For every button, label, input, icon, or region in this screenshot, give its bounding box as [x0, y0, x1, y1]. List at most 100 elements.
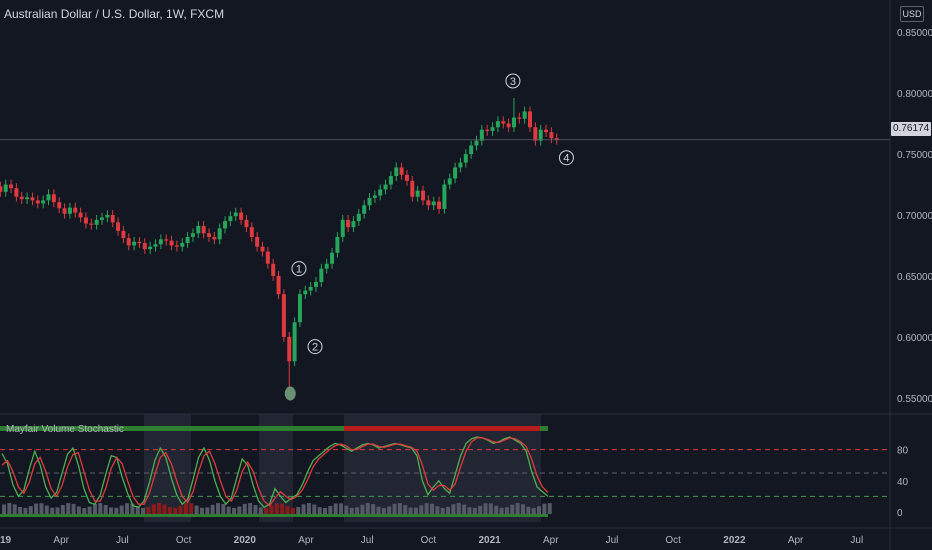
indicator-volume-bar	[23, 507, 28, 514]
indicator-volume-bar	[226, 506, 231, 514]
candle-body	[281, 294, 286, 337]
low-marker-dot	[284, 386, 296, 401]
indicator-volume-bar	[376, 506, 381, 514]
candle-body	[89, 223, 94, 225]
candle-body	[217, 228, 222, 240]
indicator-volume-bar	[510, 504, 515, 514]
indicator-volume-bar	[424, 503, 429, 514]
candle-body	[244, 219, 249, 228]
candle-body	[538, 129, 543, 141]
candle-body	[495, 121, 500, 128]
indicator-volume-bar	[2, 504, 6, 514]
candle-body	[490, 127, 495, 131]
indicator-volume-bar	[92, 503, 97, 514]
indicator-volume-bar	[242, 503, 247, 514]
candle-body	[132, 241, 137, 246]
indicator-volume-bar	[478, 505, 483, 514]
wave-marker-circle	[558, 150, 574, 166]
candle-body	[142, 243, 147, 250]
indicator-plot[interactable]	[0, 414, 890, 522]
candle-body	[196, 225, 201, 234]
indicator-volume-bar	[344, 505, 349, 514]
indicator-line	[1, 437, 549, 507]
indicator-volume-bar	[488, 503, 493, 514]
indicator-volume-bar	[462, 504, 467, 514]
candle-body	[511, 117, 516, 128]
indicator-volume-bar	[408, 507, 413, 514]
candle-body	[292, 322, 297, 362]
candle-body	[14, 188, 19, 197]
candle-body	[340, 219, 345, 237]
currency-button[interactable]: USD	[900, 6, 924, 22]
candle-body	[126, 238, 131, 246]
indicator-volume-bar	[109, 507, 113, 514]
indicator-volume-bar	[371, 504, 376, 514]
indicator-volume-bar	[274, 503, 279, 514]
candle-body	[308, 286, 313, 291]
candle-body	[239, 212, 244, 220]
candle-body	[223, 221, 228, 229]
candle-body	[335, 236, 340, 253]
wave-marker-label: 2	[312, 342, 318, 354]
indicator-volume-bar	[248, 503, 253, 514]
indicator-volume-bar	[141, 507, 146, 514]
indicator-volume-bar	[183, 503, 188, 514]
indicator-volume-bar	[216, 503, 220, 514]
candle-body	[19, 196, 24, 200]
indicator-volume-bar	[210, 504, 215, 514]
candle-body	[431, 201, 436, 206]
time-tick-label: Apr	[788, 535, 804, 546]
candle-body	[544, 129, 549, 133]
indicator-volume-bar	[55, 507, 60, 514]
candle-body	[458, 162, 463, 168]
time-tick-label: Jul	[850, 535, 863, 546]
indicator-volume-bar	[189, 503, 194, 514]
indicator-volume-bar	[34, 503, 39, 514]
indicator-line	[1, 436, 549, 509]
indicator-top-bar	[344, 426, 540, 431]
indicator-volume-bar	[146, 507, 151, 514]
candle-body	[404, 174, 409, 181]
indicator-volume-bar	[167, 507, 172, 514]
candle-body	[110, 215, 115, 223]
candle-body	[9, 184, 14, 189]
indicator-volume-bar	[76, 506, 81, 514]
candle-body	[378, 189, 383, 196]
time-tick-label: Apr	[53, 535, 69, 546]
candle-body	[362, 205, 367, 214]
candle-body	[485, 129, 490, 131]
indicator-volume-bar	[44, 505, 49, 514]
candle-body	[453, 167, 458, 179]
price-chart-plot[interactable]: 1 2 3 4	[0, 73, 890, 401]
candle-body	[506, 123, 511, 128]
indicator-volume-bar	[306, 503, 311, 514]
candle-body	[3, 184, 8, 192]
wave-marker-label: 1	[296, 264, 302, 276]
candle-body	[303, 290, 308, 295]
candle-body	[554, 138, 559, 140]
price-tick-label: 0.70000	[897, 211, 932, 222]
candle-body	[410, 180, 415, 197]
indicator-tick-label: 0	[897, 508, 903, 519]
candle-body	[83, 217, 88, 224]
time-tick-label: Oct	[665, 535, 681, 546]
indicator-volume-bar	[467, 507, 472, 514]
candle-body	[62, 208, 67, 214]
candle-body	[78, 212, 83, 218]
candle-body	[522, 111, 527, 119]
candle-body	[57, 202, 62, 209]
indicator-volume-bar	[290, 507, 295, 514]
indicator-tick-label: 40	[897, 477, 909, 488]
indicator-volume-bar	[130, 503, 135, 514]
indicator-volume-bar	[446, 506, 451, 514]
price-tick-label: 0.65000	[897, 272, 932, 283]
indicator-volume-bar	[542, 503, 547, 514]
candle-body	[356, 213, 361, 222]
candle-body	[265, 251, 270, 264]
candle-body	[517, 117, 522, 119]
indicator-volume-bar	[312, 504, 317, 514]
current-price-label: 0.76174	[891, 122, 932, 136]
indicator-volume-bar	[87, 506, 92, 514]
